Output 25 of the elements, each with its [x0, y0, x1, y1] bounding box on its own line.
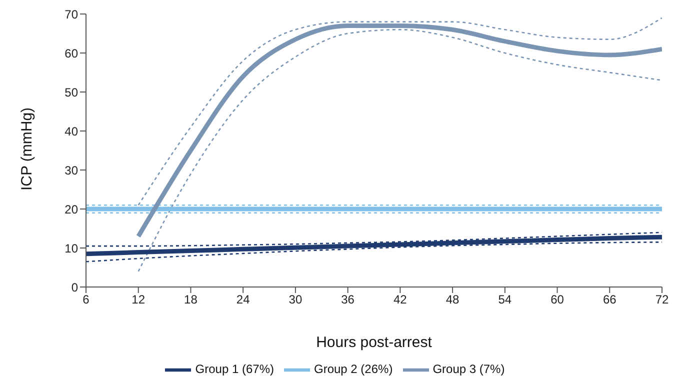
x-tick-label: 30 — [288, 292, 302, 307]
y-tick-label: 50 — [64, 85, 78, 100]
x-tick-label: 60 — [550, 292, 564, 307]
x-tick-label: 72 — [655, 292, 669, 307]
y-tick-label: 20 — [64, 202, 78, 216]
x-tick-label: 54 — [498, 292, 512, 307]
x-tick-label: 24 — [236, 292, 250, 307]
legend-label: Group 3 (7%) — [432, 362, 505, 376]
y-tick-label: 70 — [64, 7, 78, 22]
x-tick-label: 48 — [446, 292, 460, 307]
y-tick-label: 30 — [64, 163, 78, 178]
x-axis-title: Hours post-arrest — [316, 334, 433, 351]
x-tick-label: 12 — [132, 292, 146, 307]
legend-label: Group 2 (26%) — [314, 362, 393, 376]
x-tick-label: 42 — [394, 292, 408, 307]
y-tick-label: 0 — [71, 280, 78, 294]
y-tick-label: 40 — [64, 124, 78, 138]
x-tick-label: 18 — [184, 292, 198, 307]
x-tick-label: 66 — [602, 292, 617, 307]
y-tick-label: 60 — [64, 46, 78, 60]
y-axis-title: ICP (mmHg) — [18, 107, 36, 190]
x-tick-label: 36 — [341, 292, 355, 307]
legend-label: Group 1 (67%) — [195, 362, 274, 376]
y-tick-label: 10 — [64, 241, 78, 256]
x-tick-label: 6 — [82, 292, 90, 307]
